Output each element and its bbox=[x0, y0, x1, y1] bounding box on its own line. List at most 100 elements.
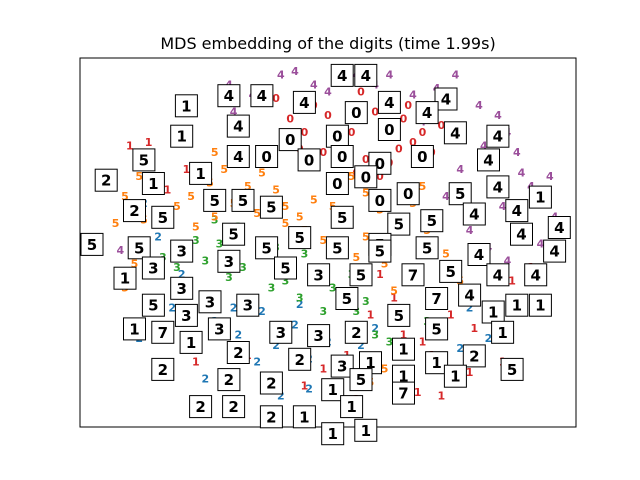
digit-point-5: 5 bbox=[348, 170, 356, 183]
digit-thumbnail-frame bbox=[297, 148, 321, 172]
digit-thumbnail: 5 bbox=[259, 195, 283, 219]
digit-thumbnail: 4 bbox=[330, 63, 354, 87]
digit-thumbnail-image: 4 bbox=[450, 124, 460, 142]
digit-thumbnail-image: 2 bbox=[233, 344, 243, 362]
digit-thumbnail: 2 bbox=[189, 395, 213, 419]
digit-point-1: 1 bbox=[414, 386, 422, 399]
digit-point-2: 2 bbox=[234, 329, 242, 342]
digit-thumbnail-frame bbox=[217, 368, 241, 392]
digit-thumbnail-frame bbox=[349, 368, 373, 392]
digit-point-0: 0 bbox=[319, 146, 327, 159]
digit-thumbnail-frame bbox=[141, 172, 165, 195]
digit-thumbnail-frame bbox=[94, 168, 118, 192]
digit-point-5: 5 bbox=[310, 193, 318, 206]
digit-thumbnail-image: 4 bbox=[512, 202, 522, 220]
digit-point-5: 5 bbox=[362, 187, 370, 200]
digit-point-0: 0 bbox=[376, 170, 384, 183]
digit-thumbnail-image: 5 bbox=[445, 263, 455, 281]
digit-thumbnail-image: 5 bbox=[375, 243, 385, 261]
digit-thumbnail-image: 0 bbox=[285, 131, 295, 149]
digit-thumbnail-frame bbox=[151, 320, 175, 344]
digit-point-5: 5 bbox=[112, 217, 120, 230]
digit-thumbnail-image: 1 bbox=[450, 368, 460, 386]
digit-thumbnail-image: 7 bbox=[408, 266, 418, 284]
digit-point-2: 2 bbox=[296, 298, 304, 311]
digit-thumbnail-image: 5 bbox=[139, 151, 149, 169]
digit-thumbnail-frame bbox=[392, 337, 415, 361]
digit-thumbnail-image: 7 bbox=[431, 290, 441, 308]
digit-point-5: 5 bbox=[211, 146, 219, 159]
digit-thumbnail-image: 4 bbox=[422, 104, 432, 122]
digit-thumbnail: 0 bbox=[255, 145, 279, 168]
digit-thumbnail: 4 bbox=[250, 84, 274, 108]
digit-point-5: 5 bbox=[442, 248, 450, 261]
digit-point-3: 3 bbox=[371, 329, 379, 342]
digit-thumbnail: 1 bbox=[443, 364, 467, 388]
digit-thumbnail-image: 1 bbox=[431, 354, 441, 372]
digit-point-4: 4 bbox=[324, 85, 332, 98]
digit-thumbnail: 3 bbox=[330, 354, 354, 378]
digit-thumbnail-frame bbox=[179, 330, 203, 354]
digit-thumbnail: 1 bbox=[189, 161, 213, 185]
digit-thumbnail-frame bbox=[170, 124, 194, 148]
digit-thumbnail-image: 3 bbox=[181, 307, 191, 325]
digit-thumbnail-image: 4 bbox=[384, 94, 394, 112]
digit-point-3: 3 bbox=[225, 271, 233, 284]
digit-thumbnail: 2 bbox=[222, 395, 246, 419]
digit-point-3: 3 bbox=[268, 281, 276, 294]
digit-thumbnail: 0 bbox=[368, 188, 392, 212]
digit-thumbnail-image: 2 bbox=[266, 375, 276, 393]
digit-point-5: 5 bbox=[244, 180, 252, 193]
digit-point-4: 4 bbox=[277, 68, 285, 81]
digit-point-4: 4 bbox=[504, 254, 512, 267]
digit-thumbnail-frame bbox=[425, 317, 449, 341]
digit-thumbnail-image: 0 bbox=[351, 104, 361, 122]
digit-thumbnail-frame bbox=[340, 395, 364, 419]
digit-thumbnail-frame bbox=[510, 222, 533, 246]
digit-point-3: 3 bbox=[319, 305, 327, 318]
digit-thumbnail: 1 bbox=[123, 317, 146, 341]
digit-thumbnail-frame bbox=[292, 90, 316, 114]
digit-thumbnail: 5 bbox=[500, 357, 524, 381]
digit-thumbnail-frame bbox=[174, 94, 198, 118]
digit-thumbnail-frame bbox=[486, 124, 510, 148]
digit-thumbnail-image: 4 bbox=[464, 287, 474, 305]
digit-thumbnail: 5 bbox=[274, 256, 297, 280]
digit-thumbnail: 5 bbox=[349, 263, 373, 287]
digit-thumbnail-image: 3 bbox=[243, 297, 253, 315]
digit-thumbnail: 5 bbox=[387, 303, 411, 327]
digit-thumbnail-frame bbox=[236, 293, 260, 317]
digit-thumbnail-frame bbox=[226, 114, 250, 138]
digit-thumbnail-image: 4 bbox=[554, 219, 564, 237]
digit-thumbnail-frame bbox=[462, 344, 486, 368]
digit-thumbnail: 5 bbox=[231, 188, 255, 212]
digit-thumbnail-frame bbox=[368, 188, 392, 212]
digit-thumbnail-frame bbox=[325, 236, 349, 260]
digit-thumbnail-image: 1 bbox=[398, 341, 408, 359]
digit-thumbnail-image: 1 bbox=[327, 381, 337, 399]
digit-thumbnail-image: 5 bbox=[427, 212, 437, 230]
digit-thumbnail-image: 4 bbox=[299, 94, 309, 112]
digit-thumbnail-frame bbox=[231, 188, 255, 212]
digit-thumbnail-image: 5 bbox=[148, 297, 158, 315]
digit-thumbnail-image: 4 bbox=[337, 67, 347, 85]
digit-point-4: 4 bbox=[466, 224, 474, 237]
digit-thumbnail-image: 7 bbox=[398, 385, 408, 403]
digit-point-2: 2 bbox=[371, 322, 379, 335]
digit-thumbnail-frame bbox=[335, 287, 359, 310]
digit-point-1: 1 bbox=[376, 268, 384, 281]
digit-point-4: 4 bbox=[546, 170, 554, 183]
digit-thumbnail-image: 1 bbox=[365, 354, 375, 372]
digit-thumbnail: 5 bbox=[132, 148, 156, 172]
digit-thumbnail-image: 5 bbox=[422, 239, 432, 257]
digit-point-4: 4 bbox=[442, 190, 450, 203]
digit-point-0: 0 bbox=[371, 106, 379, 119]
digit-thumbnail-image: 0 bbox=[417, 148, 427, 166]
digit-thumbnail-frame bbox=[354, 418, 378, 442]
digit-thumbnail-frame bbox=[528, 185, 552, 209]
digit-thumbnail-image: 0 bbox=[375, 155, 385, 173]
digit-point-5: 5 bbox=[192, 221, 200, 234]
digit-thumbnail-frame bbox=[170, 239, 194, 263]
digit-thumbnail-frame bbox=[123, 199, 146, 223]
digit-thumbnail-image: 1 bbox=[181, 97, 191, 115]
